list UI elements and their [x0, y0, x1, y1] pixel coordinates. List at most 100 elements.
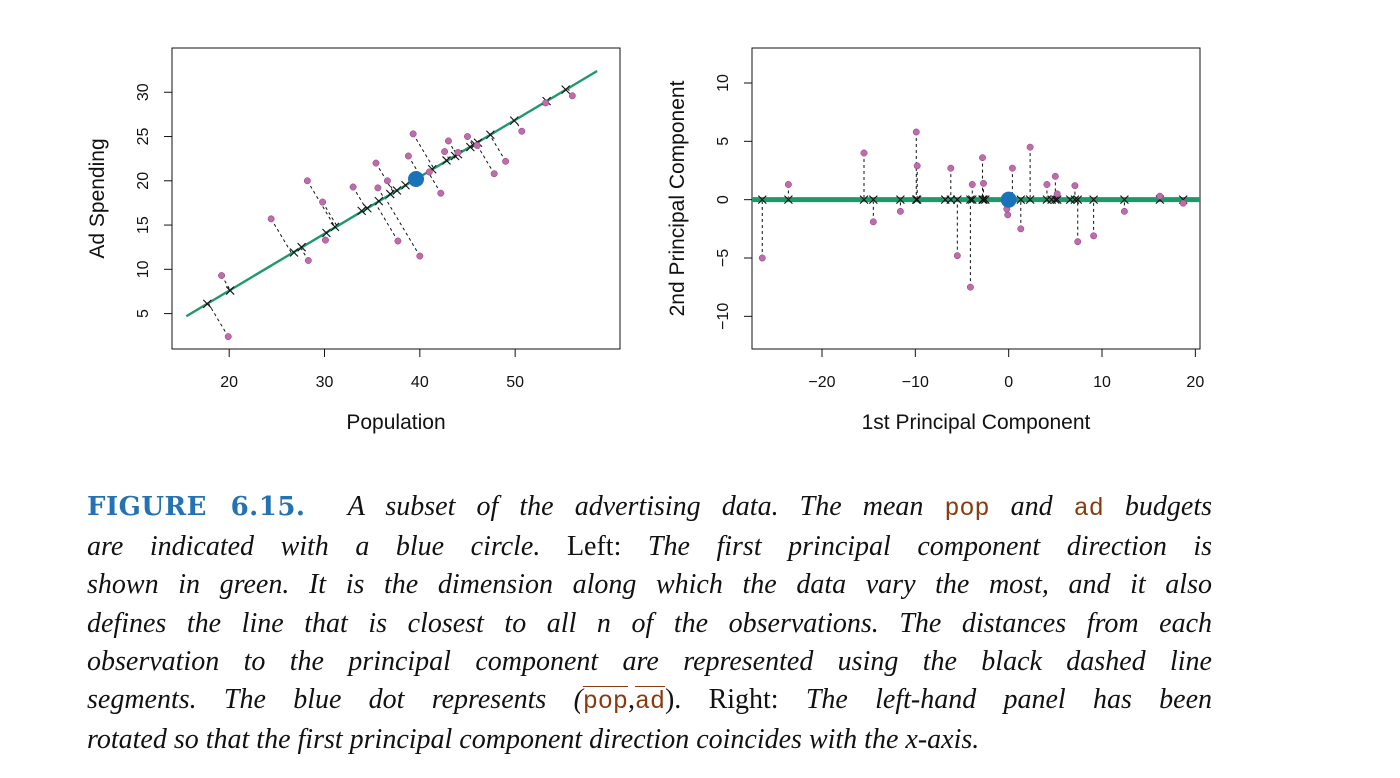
data-point	[1043, 181, 1051, 188]
data-point	[1017, 225, 1025, 233]
projection-cross-stroke	[978, 195, 987, 205]
data-point	[953, 252, 961, 260]
projection-cross-stroke	[896, 195, 905, 205]
caption-line-6: segments. The blue dot represents (pop,a…	[87, 681, 1212, 721]
projection-cross-stroke	[1052, 195, 1062, 205]
data-point	[1026, 143, 1034, 151]
projection-cross	[859, 195, 869, 205]
projection-cross	[912, 195, 922, 205]
projection-cross-stroke	[401, 180, 410, 190]
projection-cross	[757, 195, 767, 205]
projection-cross-stroke	[322, 228, 331, 238]
data-point	[409, 130, 417, 138]
projection-cross-stroke	[1073, 195, 1083, 205]
right-label: Right:	[708, 684, 779, 716]
code-pop-mean: pop	[582, 687, 628, 717]
data-point	[319, 198, 327, 206]
data-point	[869, 218, 877, 226]
data-point	[454, 149, 462, 156]
projection-cross-stroke	[442, 156, 451, 165]
caption-line-4: defines the line that is closest to all …	[87, 607, 1212, 639]
projection-cross-stroke	[868, 195, 878, 205]
projection-cross-stroke	[946, 195, 956, 205]
projection-cross	[946, 195, 956, 205]
y-axis-label: Ad Spending	[86, 138, 109, 258]
residual-segment	[489, 134, 507, 162]
projection-cross	[297, 242, 307, 252]
mean-point	[1000, 191, 1017, 208]
data-point	[979, 154, 986, 162]
y-tick-label: 5	[715, 137, 732, 146]
figure-label: FIGURE 6.15.	[87, 492, 306, 522]
caption-line-7: rotated so that the first principal comp…	[87, 724, 980, 756]
projection-cross	[485, 130, 495, 140]
data-point	[372, 159, 380, 167]
data-point	[502, 157, 510, 165]
data-point	[542, 99, 550, 107]
projection-cross	[322, 228, 331, 238]
data-point	[968, 181, 976, 188]
projection-cross-stroke	[485, 130, 495, 140]
data-point	[980, 179, 987, 187]
projection-cross-stroke	[757, 195, 767, 205]
projection-cross	[1070, 195, 1080, 205]
y-tick-label: −5	[715, 249, 732, 267]
data-point	[218, 272, 226, 279]
x-axis-label: Population	[346, 411, 445, 434]
x-axis-label: 1st Principal Component	[862, 411, 1091, 434]
principal-component-line	[185, 69, 598, 318]
mean-point	[408, 171, 425, 188]
data-point	[267, 215, 275, 223]
data-point	[1179, 199, 1187, 207]
data-point	[374, 184, 382, 192]
y-axis-label: 2nd Principal Component	[666, 80, 689, 316]
data-point	[1004, 211, 1012, 219]
projection-cross-stroke	[465, 142, 475, 152]
x-tick-label: 20	[220, 374, 238, 391]
data-point	[784, 181, 792, 188]
data-point	[860, 149, 868, 157]
projection-cross	[363, 203, 372, 213]
projection-cross	[967, 195, 977, 205]
data-point	[303, 177, 311, 185]
projection-cross-stroke	[859, 195, 869, 205]
projection-cross-stroke	[980, 195, 990, 205]
projection-cross	[1089, 195, 1098, 205]
projection-cross-stroke	[979, 195, 988, 205]
residual-segment	[270, 218, 293, 254]
caption-line-2: are indicated with a blue circle. Left: …	[87, 528, 1212, 566]
x-tick-label: 40	[411, 374, 429, 391]
projection-cross	[225, 286, 235, 295]
projection-cross	[561, 85, 571, 94]
data-point	[224, 333, 232, 341]
figure-caption: FIGURE 6.15. A subset of the advertising…	[87, 488, 1212, 759]
code-ad: ad	[1073, 494, 1104, 523]
residual-segment	[427, 171, 442, 194]
data-point	[1051, 172, 1059, 180]
projection-cross-stroke	[392, 186, 402, 195]
caption-text: budgets	[1124, 491, 1213, 522]
caption-line-1: FIGURE 6.15. A subset of the advertising…	[87, 488, 1212, 528]
projection-cross	[978, 195, 987, 205]
projection-cross-stroke	[911, 195, 921, 205]
data-point	[322, 236, 329, 244]
caption-text: segments. The blue dot represents (	[87, 684, 583, 716]
projection-cross	[289, 248, 299, 257]
projection-cross	[401, 180, 410, 190]
projection-cross	[1073, 195, 1083, 205]
projection-cross	[896, 195, 905, 205]
projection-cross-stroke	[363, 203, 372, 213]
plot-area	[185, 69, 598, 341]
code-ad-mean: ad	[634, 687, 665, 717]
caption-text: are indicated with a blue circle.	[87, 531, 541, 563]
data-point	[1071, 182, 1079, 190]
x-tick-label: −10	[902, 374, 929, 391]
data-point	[912, 128, 920, 136]
plot-area	[752, 128, 1200, 291]
y-tick-label: −10	[715, 303, 732, 330]
projection-cross	[952, 195, 962, 205]
data-point	[1053, 190, 1061, 198]
projection-cross-stroke	[385, 189, 395, 199]
projection-cross-stroke	[330, 222, 340, 232]
